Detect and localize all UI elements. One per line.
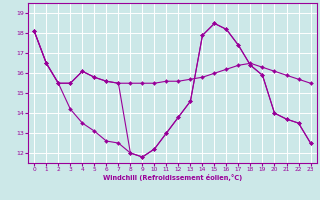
X-axis label: Windchill (Refroidissement éolien,°C): Windchill (Refroidissement éolien,°C)	[103, 174, 242, 181]
